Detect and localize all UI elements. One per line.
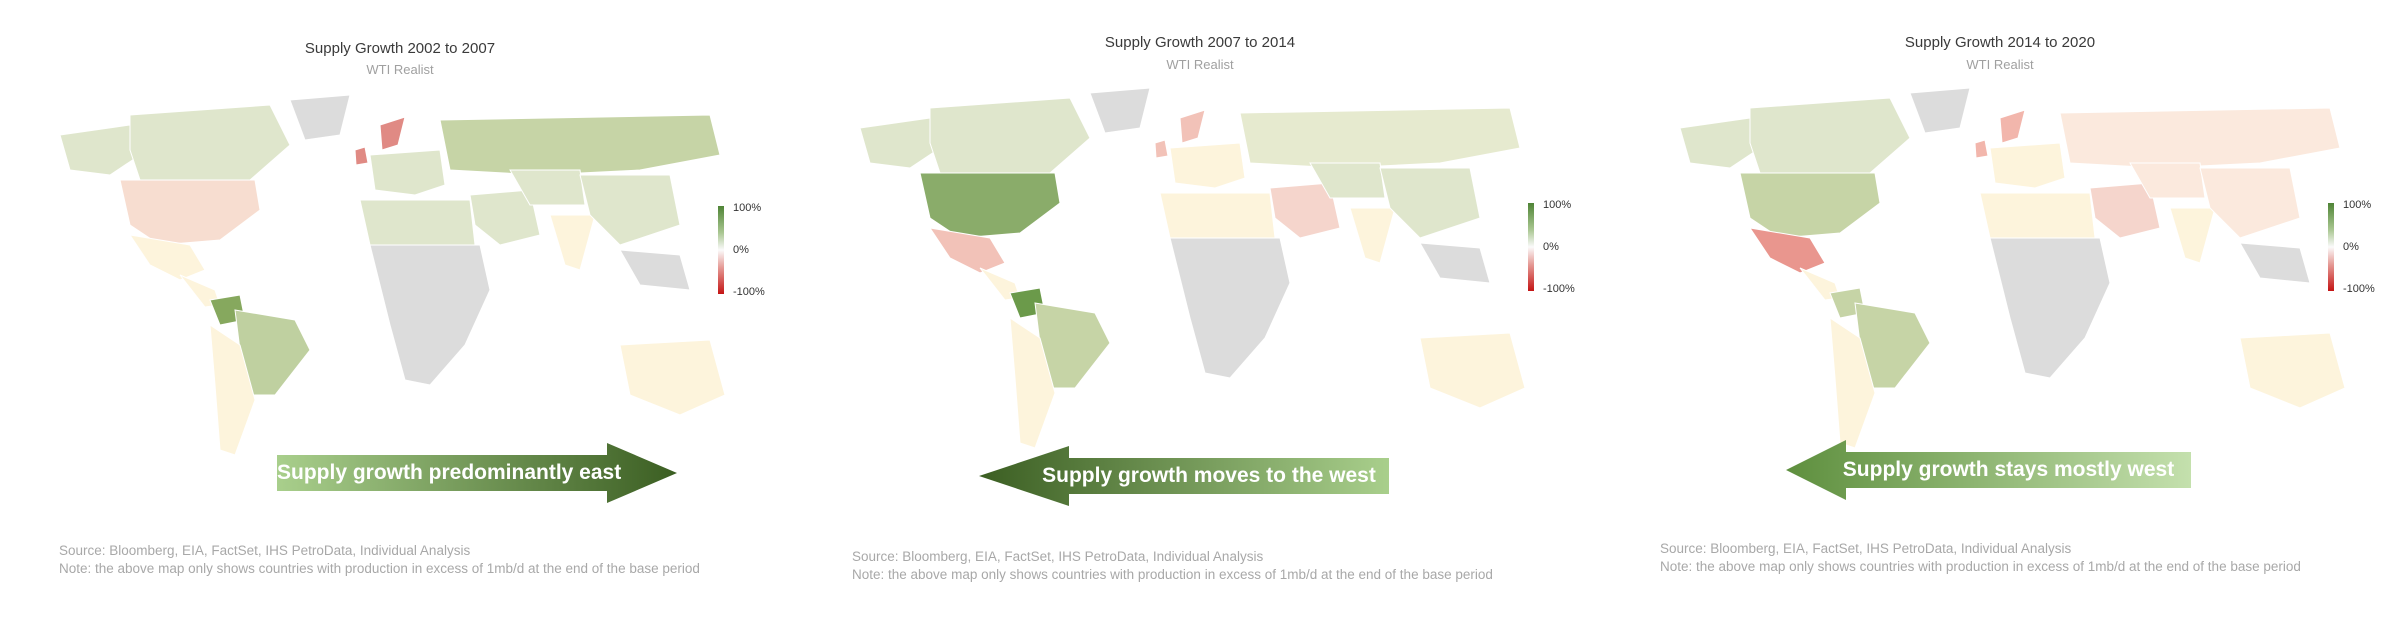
usa-region: [919, 172, 1061, 239]
legend-gradient-bar: [2328, 203, 2334, 291]
russia-region: [439, 114, 721, 176]
mexico-region: [128, 234, 206, 281]
africa-region: [369, 244, 491, 386]
alaska-region: [59, 124, 141, 176]
note-text: Note: the above map only shows countries…: [59, 561, 700, 576]
southeast-asia-region: [2239, 242, 2311, 284]
legend-mid-label: 0%: [1543, 241, 1559, 253]
north-africa-region: [1979, 192, 2096, 239]
panel-title: Supply Growth 2002 to 2007: [304, 40, 496, 57]
arrow-label: Supply growth predominantly east: [277, 461, 622, 484]
china-region: [2199, 167, 2301, 239]
australia-region: [1419, 332, 1526, 409]
greenland-region: [1909, 88, 1971, 134]
source-text: Source: Bloomberg, EIA, FactSet, IHS Pet…: [59, 543, 471, 558]
europe-region: [1169, 142, 1246, 189]
central-asia-region: [2129, 162, 2206, 199]
canada-region: [929, 97, 1091, 174]
south-america-south-region: [1829, 317, 1876, 449]
legend-min-label: -100%: [2343, 283, 2375, 295]
panel-title: Supply Growth 2007 to 2014: [1104, 34, 1296, 51]
legend-mid-label: 0%: [2343, 241, 2359, 253]
usa-region: [1739, 172, 1881, 239]
legend-min-label: -100%: [1543, 283, 1575, 295]
mexico-region: [1748, 227, 1826, 274]
china-region: [579, 174, 681, 246]
india-region: [549, 214, 596, 271]
north-africa-region: [359, 199, 476, 246]
note-text: Note: the above map only shows countries…: [852, 567, 1493, 582]
norway-region: [379, 116, 406, 151]
south-america-south-region: [209, 324, 256, 456]
north-africa-region: [1159, 192, 1276, 239]
uk-region: [1154, 139, 1169, 159]
world-map: [59, 95, 726, 456]
source-text: Source: Bloomberg, EIA, FactSet, IHS Pet…: [1660, 541, 2072, 556]
middle-east-region: [2089, 182, 2161, 239]
source-notes: Source: Bloomberg, EIA, FactSet, IHS Pet…: [852, 548, 1493, 584]
middle-east-region: [469, 189, 541, 246]
alaska-region: [1679, 117, 1761, 169]
europe-region: [369, 149, 446, 196]
greenland-region: [289, 95, 351, 141]
world-map: [1679, 88, 2346, 449]
world-map: [859, 88, 1526, 449]
southeast-asia-region: [619, 249, 691, 291]
legend-gradient-bar: [1528, 203, 1534, 291]
color-legend: 100% 0% -100%: [718, 202, 788, 306]
mexico-region: [928, 227, 1006, 274]
color-legend: 100% 0% -100%: [2328, 199, 2398, 303]
direction-arrow-west: Supply growth stays mostly west: [1786, 440, 2191, 500]
note-text: Note: the above map only shows countries…: [1660, 559, 2301, 574]
greenland-region: [1089, 88, 1151, 134]
direction-arrow-east: Supply growth predominantly east: [277, 443, 677, 503]
arrow-label: Supply growth moves to the west: [1042, 464, 1376, 487]
usa-region: [119, 179, 261, 246]
legend-max-label: 100%: [1543, 199, 1572, 211]
china-region: [1379, 167, 1481, 239]
source-text: Source: Bloomberg, EIA, FactSet, IHS Pet…: [852, 549, 1264, 564]
panel-subtitle: WTI Realist: [1166, 57, 1234, 72]
legend-gradient-bar: [718, 206, 724, 294]
alaska-region: [859, 117, 941, 169]
arrow-label: Supply growth stays mostly west: [1842, 458, 2175, 481]
australia-region: [2239, 332, 2346, 409]
map-panel-2007-2014: Supply Growth 2007 to 2014 WTI Realist 1…: [800, 0, 1600, 622]
southeast-asia-region: [1419, 242, 1491, 284]
legend-max-label: 100%: [2343, 199, 2372, 211]
russia-region: [2059, 107, 2341, 169]
panel-subtitle: WTI Realist: [1966, 57, 2034, 72]
map-panel-2014-2020: Supply Growth 2014 to 2020 WTI Realist 1…: [1600, 0, 2400, 622]
panel-subtitle: WTI Realist: [366, 62, 434, 77]
south-america-south-region: [1009, 317, 1056, 449]
color-legend: 100% 0% -100%: [1528, 199, 1598, 303]
panel-title: Supply Growth 2014 to 2020: [1904, 34, 2096, 51]
map-panel-2002-2007: Supply Growth 2002 to 2007 WTI Realist 1…: [0, 0, 800, 622]
africa-region: [1989, 237, 2111, 379]
russia-region: [1239, 107, 1521, 169]
india-region: [2169, 207, 2216, 264]
canada-region: [1749, 97, 1911, 174]
legend-max-label: 100%: [733, 202, 762, 214]
source-notes: Source: Bloomberg, EIA, FactSet, IHS Pet…: [1660, 540, 2301, 576]
uk-region: [354, 146, 369, 166]
legend-min-label: -100%: [733, 286, 765, 298]
uk-region: [1974, 139, 1989, 159]
canada-region: [129, 104, 291, 181]
direction-arrow-west: Supply growth moves to the west: [979, 446, 1389, 506]
norway-region: [1179, 109, 1206, 144]
central-asia-region: [1309, 162, 1386, 199]
source-notes: Source: Bloomberg, EIA, FactSet, IHS Pet…: [59, 542, 700, 578]
australia-region: [619, 339, 726, 416]
india-region: [1349, 207, 1396, 264]
central-asia-region: [509, 169, 586, 206]
middle-east-region: [1269, 182, 1341, 239]
norway-region: [1999, 109, 2026, 144]
legend-mid-label: 0%: [733, 244, 749, 256]
europe-region: [1989, 142, 2066, 189]
africa-region: [1169, 237, 1291, 379]
